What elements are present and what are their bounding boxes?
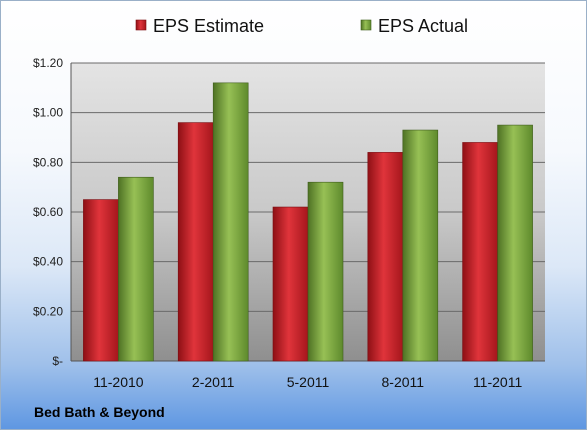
y-tick-label: $0.80	[33, 155, 63, 169]
bar-eps-estimate-11-2010	[83, 199, 119, 362]
bar-eps-actual-11-2010	[118, 176, 154, 362]
y-tick-label: $1.20	[33, 56, 63, 70]
y-tick-label: $0.40	[33, 255, 63, 269]
x-tick-label: 5-2011	[287, 374, 330, 390]
legend-label-eps-estimate: EPS Estimate	[153, 16, 264, 36]
bar-eps-estimate-2-2011	[177, 122, 214, 362]
y-tick-label: $0.60	[33, 205, 63, 219]
company-name: Bed Bath & Beyond	[34, 404, 165, 420]
y-tick-label: $0.20	[33, 304, 63, 318]
legend-label-eps-actual: EPS Actual	[378, 16, 468, 36]
y-tick-label: $1.00	[33, 106, 63, 120]
x-tick-label: 11-2011	[473, 374, 523, 390]
x-tick-label: 2-2011	[192, 374, 235, 390]
bar-eps-actual-11-2011	[497, 124, 533, 362]
x-tick-label: 8-2011	[382, 374, 425, 390]
y-tick-label: $-	[52, 354, 63, 368]
bar-eps-estimate-5-2011	[272, 206, 309, 362]
legend-swatch-eps-estimate	[135, 19, 147, 31]
bar-eps-actual-8-2011	[402, 129, 439, 362]
bar-eps-estimate-11-2011	[462, 142, 498, 362]
legend-swatch-eps-actual	[360, 19, 372, 31]
x-axis-labels: 11-2010 2-2011 5-2011 8-2011 11-2011	[93, 374, 522, 390]
bar-eps-actual-5-2011	[307, 181, 344, 362]
legend: EPS Estimate EPS Actual	[135, 16, 468, 36]
bars	[83, 82, 533, 362]
bar-eps-actual-2-2011	[212, 82, 249, 362]
x-tick-label: 11-2010	[93, 374, 144, 390]
bar-eps-estimate-8-2011	[367, 152, 404, 362]
